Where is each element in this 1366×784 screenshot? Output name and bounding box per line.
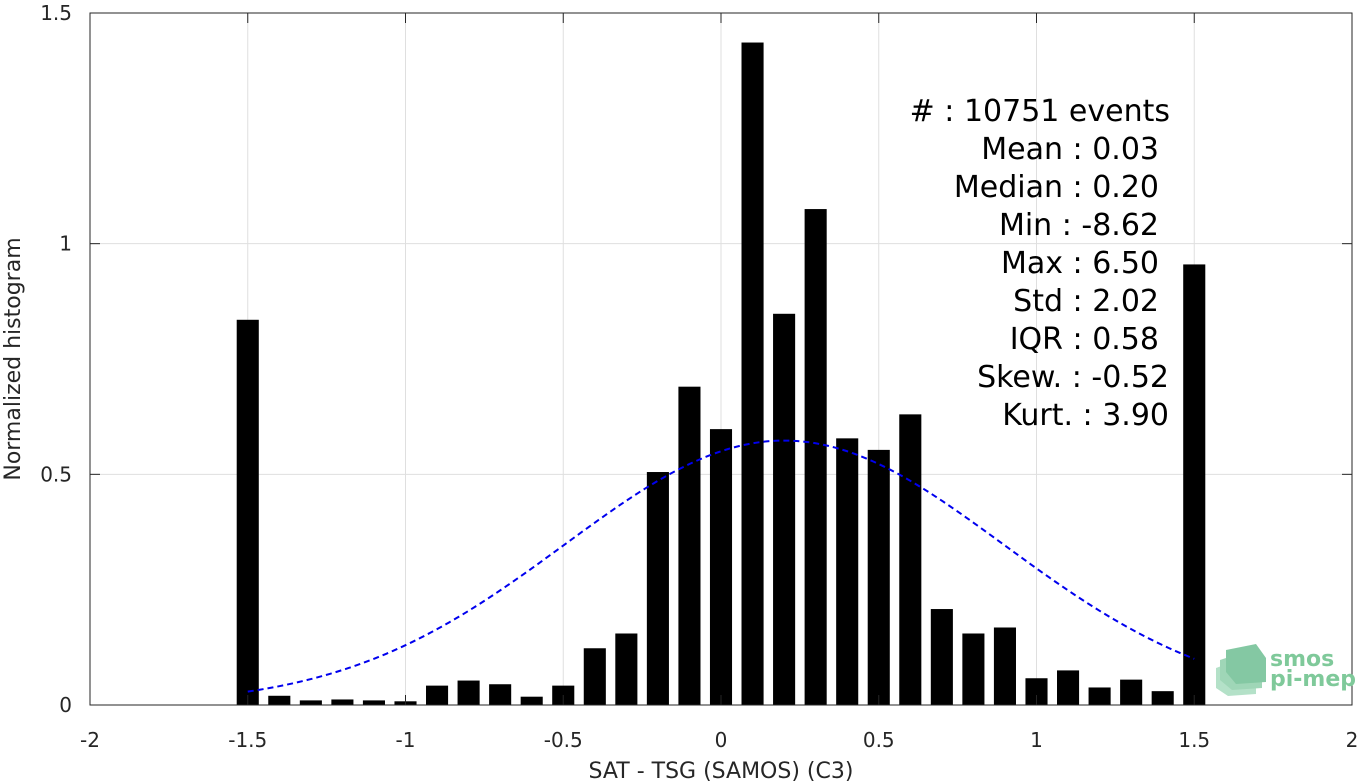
stat-mean: Mean : 0.03 <box>981 132 1159 167</box>
smos-pimep-logo: smos pi-mep <box>1216 644 1356 696</box>
histogram-bar <box>299 700 322 705</box>
x-tick-label: -1.5 <box>228 728 267 752</box>
x-axis-label: SAT - TSG (SAMOS) (C3) <box>589 759 854 784</box>
histogram-bar <box>489 684 512 705</box>
histogram-bar <box>583 648 606 705</box>
stat-events: # : 10751 events <box>910 94 1170 129</box>
histogram-bar <box>962 633 985 705</box>
x-tick-label: 2 <box>1346 728 1359 752</box>
x-tick-labels: -2 -1.5 -1 -0.5 0 0.5 1 1.5 2 <box>80 728 1358 752</box>
stat-skew: Skew. : -0.52 <box>977 360 1169 395</box>
logo-line1: smos <box>1270 647 1334 672</box>
x-tick-label: 1.5 <box>1178 728 1210 752</box>
histogram-bar <box>930 609 953 705</box>
histogram-bar <box>457 680 480 705</box>
histogram-bar <box>804 209 827 706</box>
histogram-bar <box>1151 691 1174 705</box>
histogram-bar <box>1088 687 1111 705</box>
y-tick-label: 1 <box>59 232 72 256</box>
logo-layers-icon <box>1216 644 1266 696</box>
histogram-bar <box>646 472 669 705</box>
histogram-bar <box>836 438 859 705</box>
histogram-bar <box>1183 264 1206 705</box>
histogram-bar <box>993 627 1016 705</box>
stat-min: Min : -8.62 <box>999 208 1159 243</box>
histogram-bar <box>362 700 385 705</box>
histogram-bar <box>236 319 259 705</box>
histogram-bar <box>709 429 733 705</box>
histogram-bar <box>268 695 291 705</box>
histogram-bar <box>678 386 701 705</box>
histogram-bar <box>899 414 922 705</box>
histogram-bar <box>1057 670 1080 705</box>
stat-std: Std : 2.02 <box>1013 284 1159 319</box>
stats-annotation: # : 10751 events Mean : 0.03 Median : 0.… <box>910 94 1170 433</box>
logo-line2: pi-mep <box>1270 667 1356 692</box>
stat-kurt: Kurt. : 3.90 <box>1002 398 1169 433</box>
histogram-bar <box>741 42 764 706</box>
x-tick-label: 1 <box>1030 728 1043 752</box>
histogram-bar <box>1120 679 1143 705</box>
histogram-bar <box>331 699 354 705</box>
y-tick-label: 0.5 <box>40 462 72 486</box>
x-tick-label: -2 <box>80 728 100 752</box>
stat-max: Max : 6.50 <box>1001 246 1159 281</box>
y-tick-labels: 0 0.5 1 1.5 <box>40 1 72 717</box>
y-tick-label: 1.5 <box>40 1 72 25</box>
stat-iqr: IQR : 0.58 <box>1010 322 1159 357</box>
stat-median: Median : 0.20 <box>954 170 1159 205</box>
axis-ticks <box>89 12 1353 706</box>
y-axis-label: Normalized histogram <box>1 237 26 480</box>
y-tick-label: 0 <box>59 693 72 717</box>
x-tick-label: -1 <box>396 728 416 752</box>
x-tick-label: -0.5 <box>544 728 583 752</box>
x-tick-label: 0.5 <box>863 728 895 752</box>
histogram-bar <box>520 696 543 705</box>
histogram-bar <box>426 685 449 705</box>
x-tick-label: 0 <box>715 728 728 752</box>
histogram-bar <box>1025 678 1048 705</box>
histogram-bars <box>236 42 1206 706</box>
histogram-bar <box>615 633 638 705</box>
histogram-bar <box>773 313 796 705</box>
histogram-bar <box>867 449 890 705</box>
normal-fit-curve <box>247 439 1195 693</box>
